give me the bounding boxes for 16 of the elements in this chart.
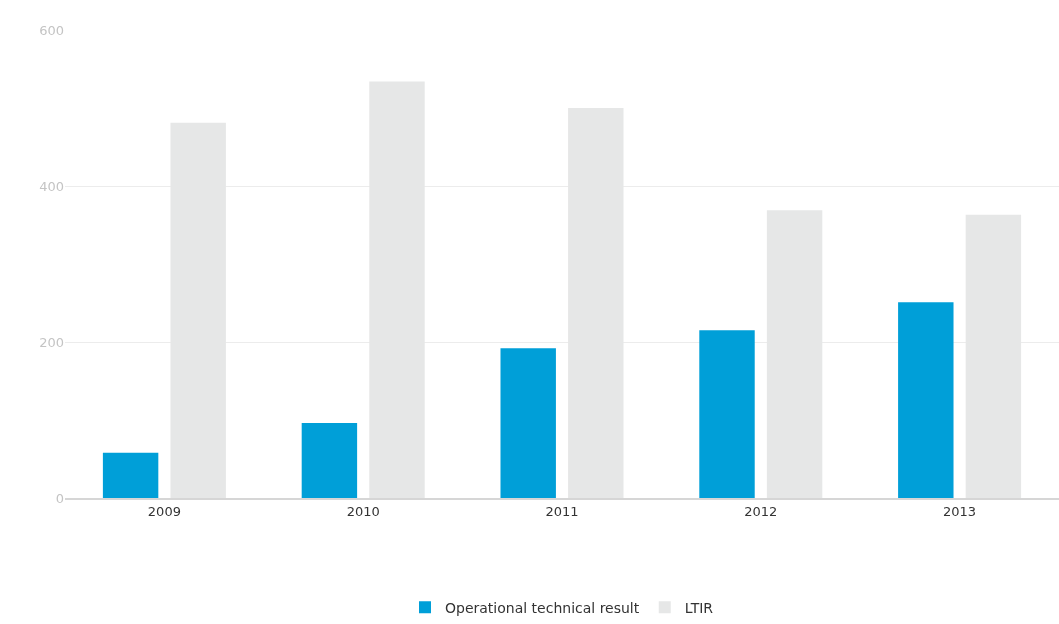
x-tick-label: 2012 (744, 503, 778, 519)
bar (898, 302, 954, 498)
x-tick-label: 2010 (346, 503, 380, 519)
legend-label: Operational technical result (445, 599, 640, 616)
bar (699, 330, 755, 498)
x-tick-label: 2009 (147, 503, 181, 519)
y-tick-label: 400 (39, 178, 64, 194)
y-tick-label: 200 (39, 334, 64, 350)
bar (500, 348, 556, 498)
y-tick-label: 600 (39, 22, 64, 38)
y-tick-label: 0 (55, 490, 64, 506)
bar (301, 423, 358, 498)
x-tick-label: 2011 (545, 503, 579, 519)
legend-label: LTIR (684, 599, 714, 616)
x-tick-label: 2013 (943, 503, 977, 519)
bar (102, 452, 159, 498)
